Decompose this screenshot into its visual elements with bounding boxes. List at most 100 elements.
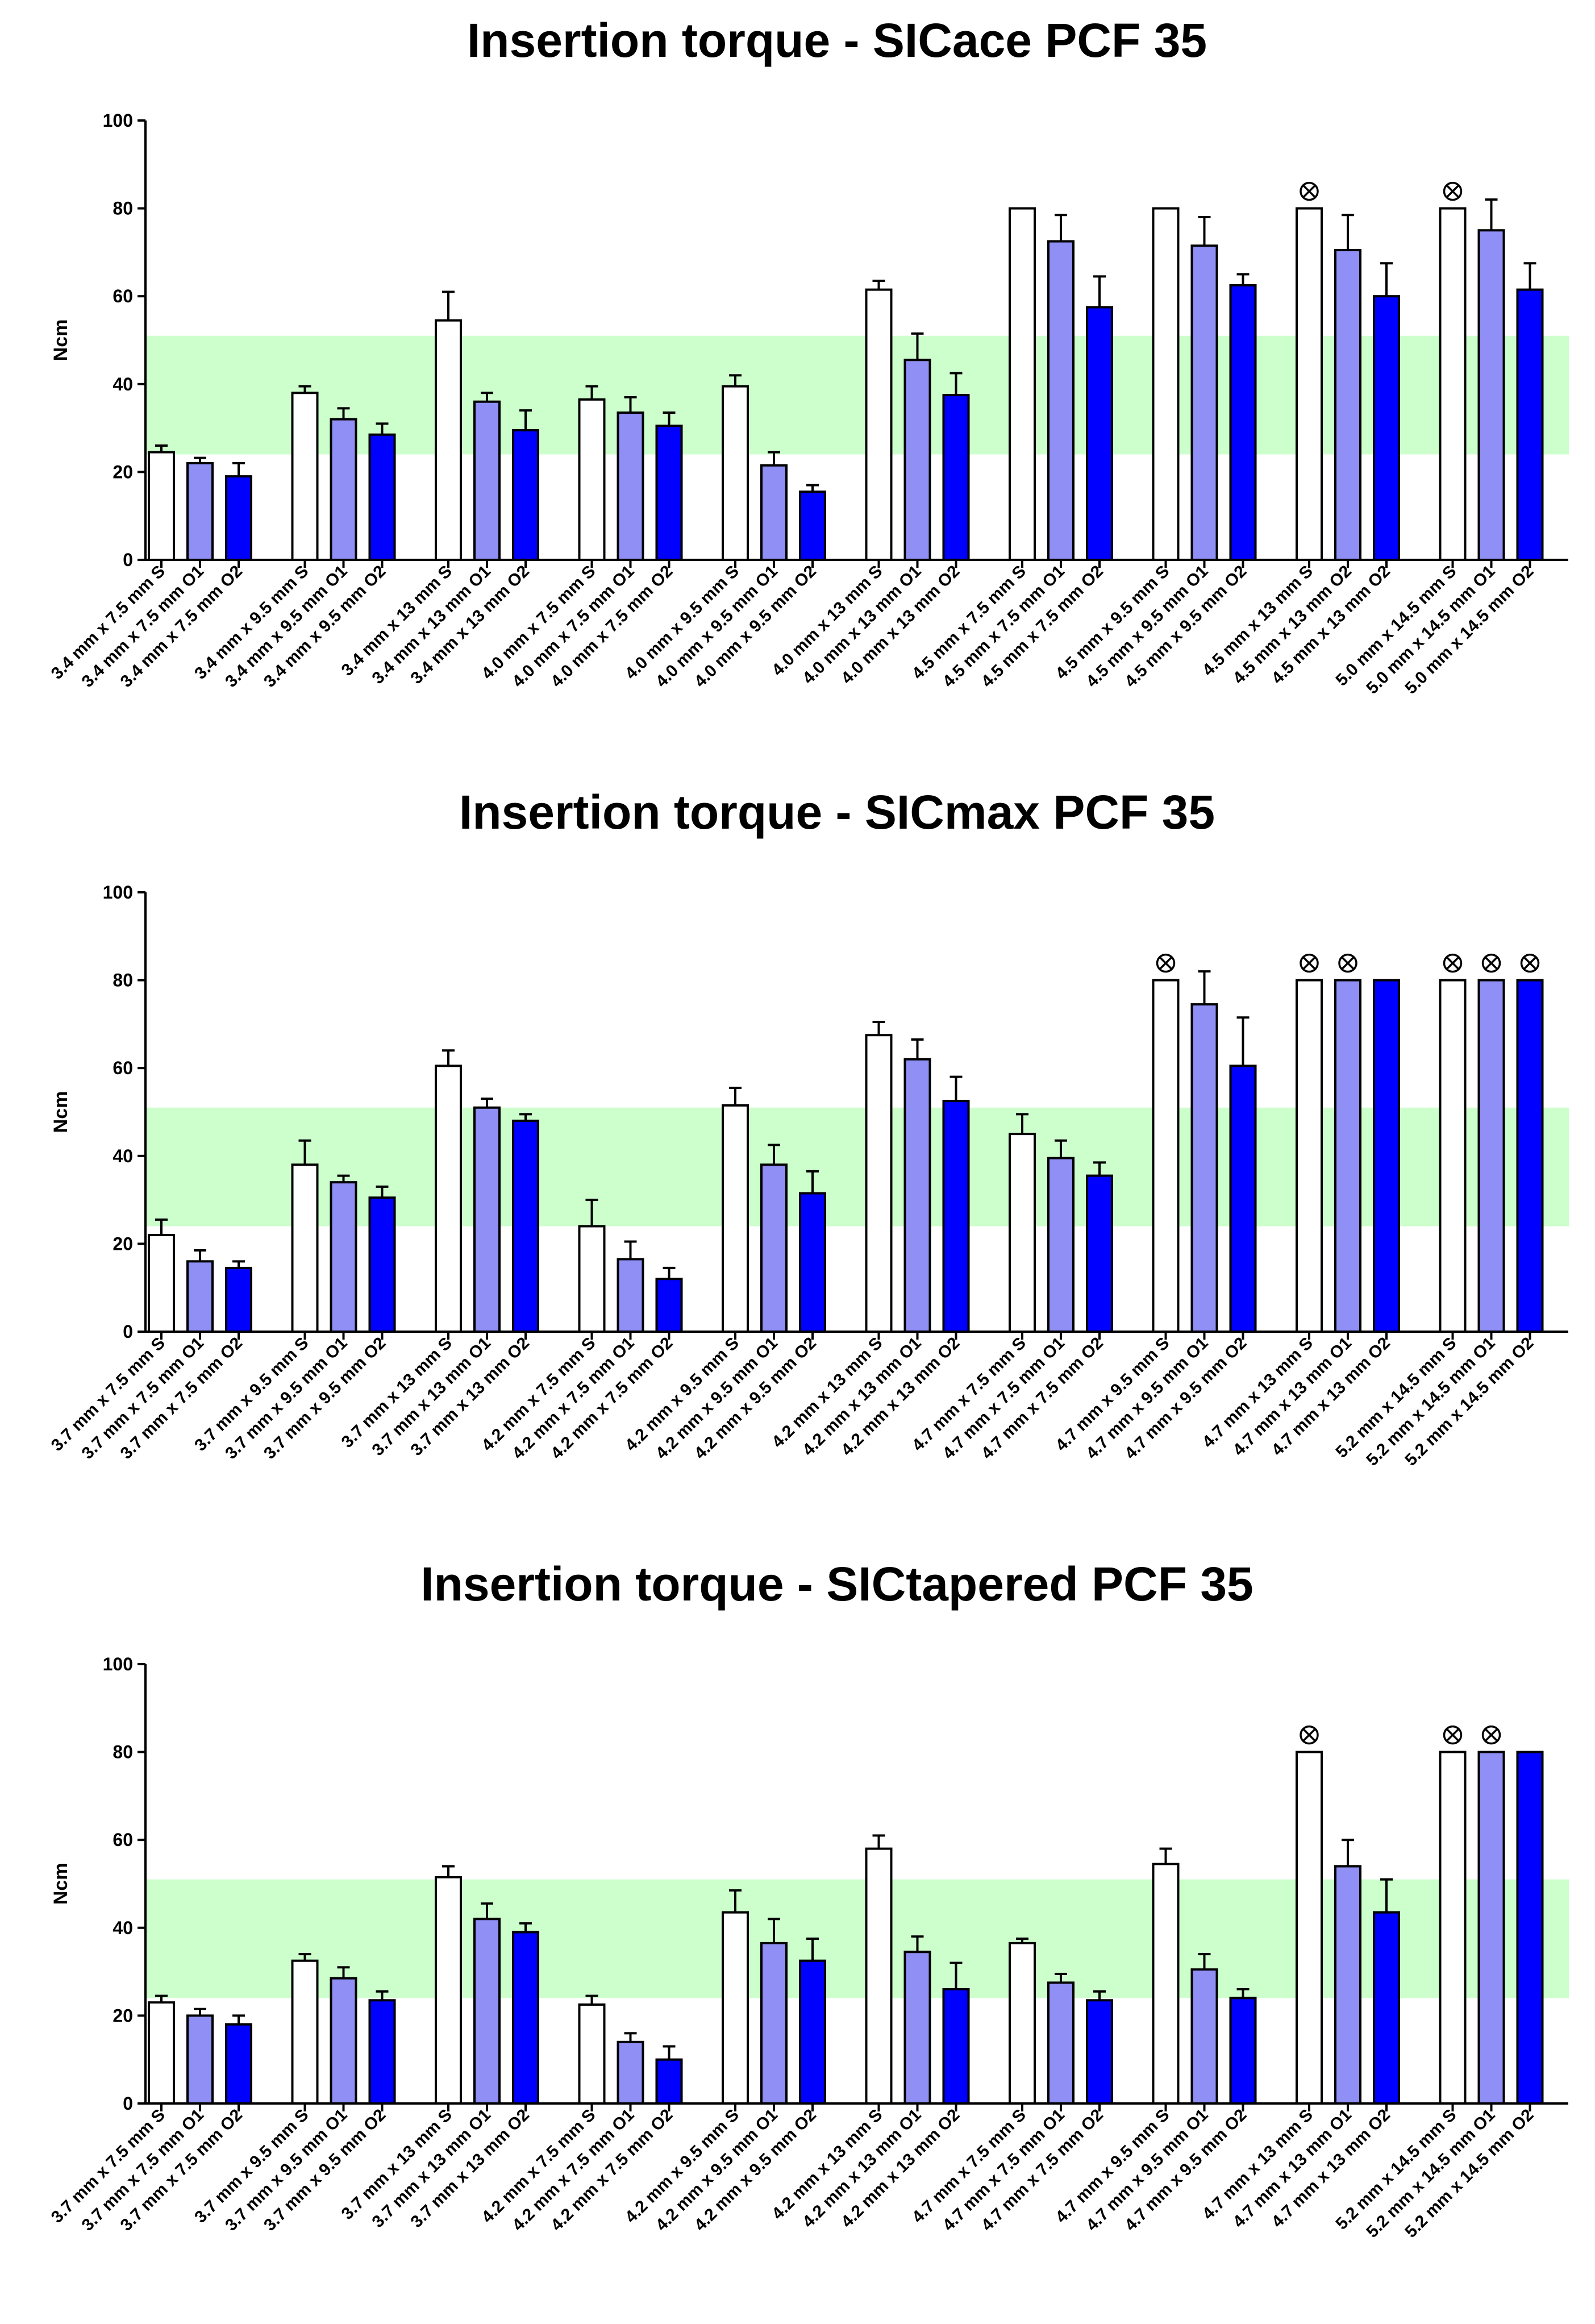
bar (760, 464, 788, 561)
bar (225, 2023, 252, 2105)
bar (1086, 1174, 1113, 1333)
bar (291, 1163, 319, 1333)
bar (1439, 979, 1467, 1333)
bar (473, 1918, 501, 2105)
bar (1190, 244, 1218, 561)
fixation-mark-cross (1302, 185, 1316, 198)
bar (942, 394, 970, 561)
bar (1296, 979, 1323, 1333)
y-tick-label: 80 (113, 1742, 133, 1762)
bar (1439, 207, 1467, 562)
y-tick-label: 0 (123, 550, 133, 570)
fixation-mark-cross (1341, 957, 1355, 970)
bar (512, 1931, 539, 2105)
fixation-mark-cross (1302, 1728, 1316, 1741)
bar (225, 1266, 252, 1333)
y-axis-label: Ncm (50, 1091, 72, 1133)
bar (799, 1192, 826, 1333)
bar (1439, 1751, 1467, 2105)
bar (186, 1260, 214, 1333)
bar (368, 433, 396, 561)
bar (617, 1258, 644, 1333)
reference-band (146, 1879, 1569, 1998)
bar (1334, 1865, 1361, 2105)
bar (1047, 1981, 1075, 2105)
bar (760, 1163, 788, 1333)
bar (655, 425, 683, 561)
y-tick-label: 40 (113, 374, 133, 394)
bar (1152, 979, 1180, 1333)
y-tick-label: 80 (113, 198, 133, 219)
bar (186, 2014, 214, 2105)
bar (1296, 1751, 1323, 2105)
bar (617, 2040, 644, 2105)
bar (1152, 207, 1180, 562)
bar (1229, 284, 1257, 561)
y-tick-label: 80 (113, 970, 133, 991)
bar (368, 1196, 396, 1333)
bar (1334, 249, 1361, 562)
bar (1009, 1133, 1036, 1333)
bar (1516, 288, 1544, 561)
bar (1477, 1751, 1505, 2105)
bar (1086, 306, 1113, 562)
bar (330, 418, 357, 562)
y-axis-label: Ncm (50, 1863, 72, 1905)
bar (942, 1988, 970, 2105)
bar (1296, 207, 1323, 562)
bar (435, 319, 462, 562)
bar (865, 1847, 893, 2105)
y-tick-label: 0 (123, 2093, 133, 2114)
fixation-mark-cross (1485, 1728, 1498, 1741)
bar (865, 1034, 893, 1333)
y-tick-label: 100 (103, 1654, 133, 1674)
bar (148, 2001, 175, 2105)
bar (1516, 1751, 1544, 2105)
bar (291, 1959, 319, 2105)
bar (1009, 1941, 1036, 2105)
fixation-mark-cross (1159, 957, 1172, 970)
bar (942, 1100, 970, 1333)
bar (799, 490, 826, 561)
bar (617, 411, 644, 561)
fixation-mark-cross (1485, 957, 1498, 970)
bar (435, 1876, 462, 2105)
bar (1229, 1065, 1257, 1333)
y-tick-label: 60 (113, 1058, 133, 1078)
y-tick-label: 60 (113, 286, 133, 306)
fixation-mark-cross (1302, 957, 1316, 970)
bar (655, 2058, 683, 2105)
y-tick-label: 100 (103, 110, 133, 131)
bar (760, 1941, 788, 2105)
y-axis-label: Ncm (50, 319, 72, 361)
bar (148, 451, 175, 561)
bar (1190, 1968, 1218, 2105)
bar (722, 385, 749, 561)
bar (1190, 1003, 1218, 1333)
bar (1047, 240, 1075, 561)
bar (1477, 979, 1505, 1333)
bar (903, 359, 931, 561)
bar (512, 1119, 539, 1333)
bar (1086, 1999, 1113, 2105)
y-tick-label: 0 (123, 1321, 133, 1342)
bar (473, 400, 501, 561)
bar (1477, 229, 1505, 561)
bar (186, 462, 214, 561)
bar (330, 1181, 357, 1333)
bar (473, 1106, 501, 1333)
bar (1373, 979, 1400, 1333)
fixation-mark-cross (1446, 957, 1459, 970)
chart-title: Insertion torque - SICtapered PCF 35 (420, 1557, 1253, 1611)
fixation-mark-cross (1446, 1728, 1459, 1741)
bar (903, 1951, 931, 2105)
y-tick-label: 20 (113, 462, 133, 482)
bar (1373, 295, 1400, 561)
bar (578, 2003, 606, 2105)
y-tick-label: 40 (113, 1146, 133, 1166)
bar (148, 1233, 175, 1333)
bar (655, 1278, 683, 1333)
bar (1373, 1911, 1400, 2105)
y-tick-label: 60 (113, 1830, 133, 1850)
y-tick-label: 40 (113, 1918, 133, 1938)
